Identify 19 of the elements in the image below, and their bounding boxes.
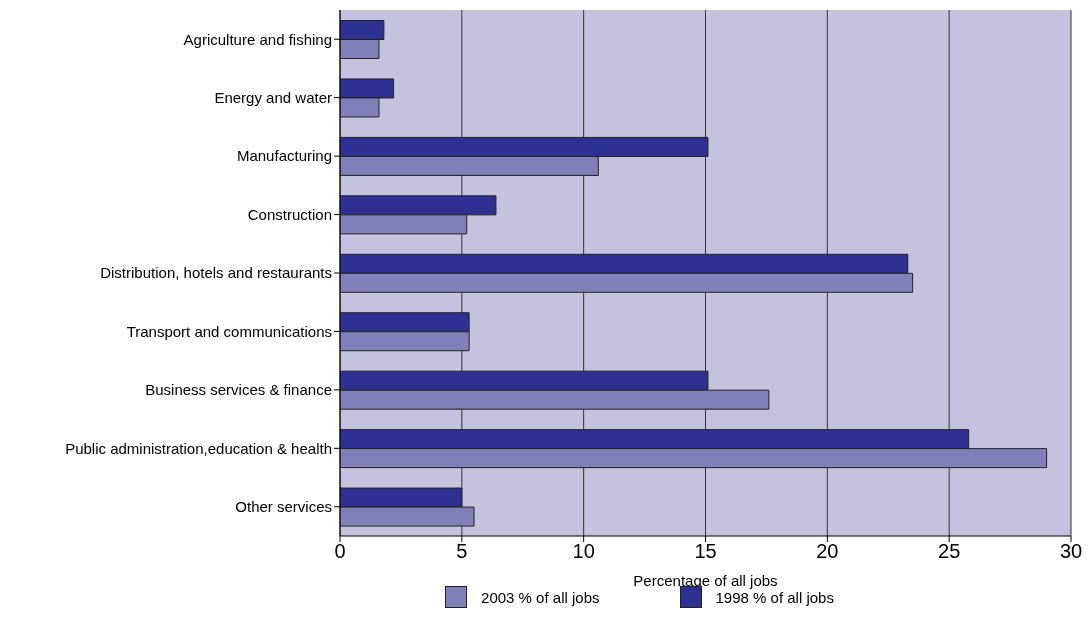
y-tick-label: Transport and communications <box>126 322 332 340</box>
y-tick-label: Public administration,education & health <box>65 439 332 457</box>
y-tick-label: Business services & finance <box>145 381 332 399</box>
legend-label: 2003 % of all jobs <box>481 588 600 606</box>
y-tick-label: Manufacturing <box>236 147 332 165</box>
y-tick-label: Other services <box>235 498 332 516</box>
x-tick-label: 20 <box>816 540 839 563</box>
x-tick-label: 15 <box>694 540 717 563</box>
legend-label: 1998 % of all jobs <box>715 588 834 606</box>
x-tick-label: 10 <box>572 540 595 563</box>
x-tick-label: 30 <box>1059 540 1083 563</box>
y-tick-label: Agriculture and fishing <box>183 30 332 48</box>
x-axis-title: Percentage of all jobs <box>633 572 778 589</box>
x-tick-label: 25 <box>938 540 961 563</box>
x-tick-label: 0 <box>334 540 346 563</box>
y-tick-label: Construction <box>247 205 332 223</box>
y-tick-label: Energy and water <box>214 88 332 106</box>
x-tick-label: 5 <box>456 540 468 563</box>
y-tick-label: Distribution, hotels and restaurants <box>100 264 332 282</box>
